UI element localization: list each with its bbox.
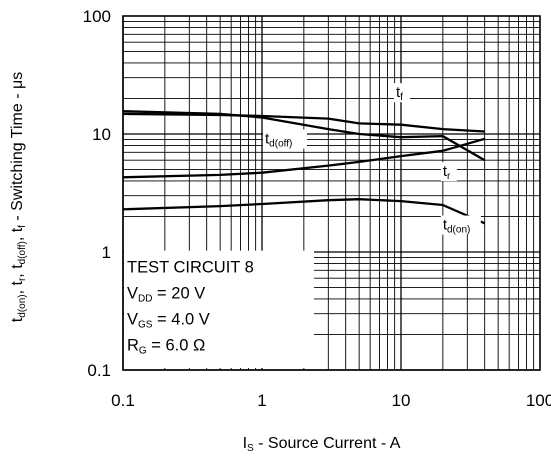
plot-frame [122,15,541,371]
series-label-bg [393,83,410,103]
annotation-line: VDD​ = 20 V [127,285,205,305]
axis-labels: IS​ - Source Current - A td(on)​, tr​, td… [9,72,401,454]
annotation-bg [124,250,314,368]
y-axis-label-group: td(on)​, tr​, td(off)​, tf​ - Switching … [9,72,28,322]
x-tick-label: 1 [257,391,266,410]
test-conditions-box: TEST CIRCUIT 8 VDD​ = 20 V VGS​ = 4.0 V RG​… [124,250,314,368]
x-tick-label: 10 [392,391,411,410]
series-label-bg [440,162,457,182]
series-line-tr [122,137,486,179]
y-axis-label: td(on)​, tr​, td(off)​, tf​ - Switching … [9,72,28,322]
series-label-tr: tr​ [443,163,451,182]
x-axis-label: IS​ - Source Current - A [243,435,401,454]
series-label-td(on): td(on)​ [443,217,471,236]
series-label-bg [440,215,481,235]
series-labels: tf​ td(off)​ tr​ td(on)​ [263,83,481,236]
x-tick-label: 100 [526,391,551,410]
y-tick-label: 100 [83,7,111,26]
y-tick-label: 1 [102,243,111,262]
annotation-line: RG​ = 6.0 Ω [127,337,205,357]
series-line-td(off) [122,110,486,162]
series-label-td(off): td(off)​ [265,131,292,150]
series-label-bg [263,129,307,149]
y-tick-label: 10 [92,125,111,144]
tick-labels: 0.1 1 10 100 0.1 1 10 100 [83,7,551,410]
y-tick-label: 0.1 [87,361,111,380]
x-tick-label: 0.1 [111,391,135,410]
series-lines [122,110,486,225]
series-label-tf: tf​ [396,84,403,103]
series-line-td(on) [122,198,486,225]
annotation-line: VGS​ = 4.0 V [127,311,210,331]
annotation-line: TEST CIRCUIT 8 [127,259,254,277]
